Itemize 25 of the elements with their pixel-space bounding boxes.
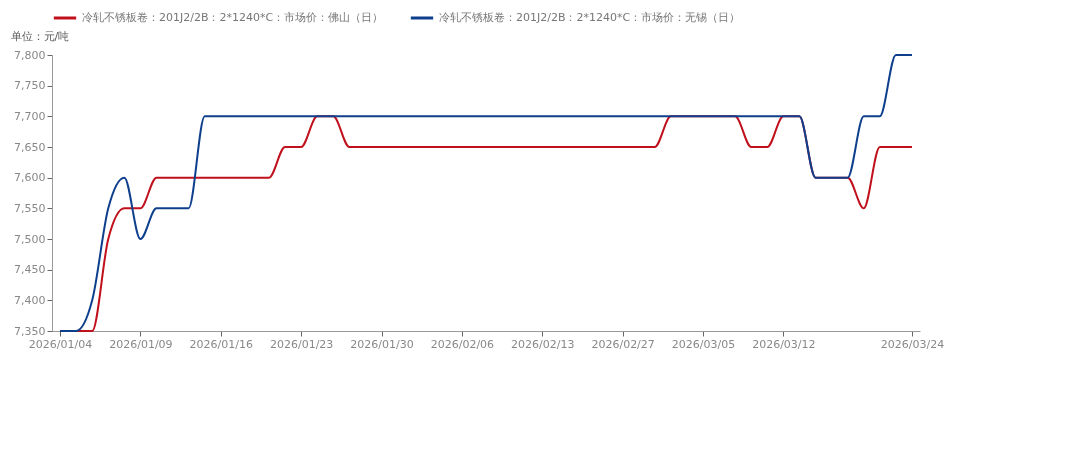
y-tick-label: 7,450 [14,263,46,277]
y-tick-label: 7,700 [14,109,46,123]
x-tick-label: 2026/01/30 [350,337,414,351]
y-tick-label: 7,350 [14,324,46,338]
y-tick-label: 7,400 [14,293,46,307]
line-series [59,54,913,332]
x-tick-label: 2026/01/09 [109,337,173,351]
x-tick-label: 2026/03/24 [880,337,945,351]
y-tick-label: 7,600 [14,171,46,185]
x-tick-label: 2026/01/04 [28,337,93,351]
y-axis-title: 单位：元/吨 [10,29,70,43]
x-tick-label: 2026/03/12 [752,337,816,351]
legend-label: 冷轧不锈板卷：201J2/2B：2*1240*C：市场价：无锡（日） [439,11,741,24]
y-tick-label: 7,500 [14,232,46,246]
x-tick-label: 2026/02/06 [430,337,495,351]
x-tick-label: 2026/02/13 [511,337,575,351]
y-tick-label: 7,800 [14,48,46,62]
y-tick-label: 7,650 [14,140,46,154]
y-tick-label: 7,750 [14,79,46,93]
x-tick-label: 2026/01/23 [269,337,334,351]
x-tick-label: 2026/01/16 [189,337,253,351]
legend-label: 冷轧不锈板卷：201J2/2B：2*1240*C：市场价：佛山（日） [82,11,384,24]
x-tick-label: 2026/03/05 [671,337,736,351]
x-tick-label: 2026/02/27 [591,337,655,351]
y-tick-label: 7,550 [14,201,46,215]
